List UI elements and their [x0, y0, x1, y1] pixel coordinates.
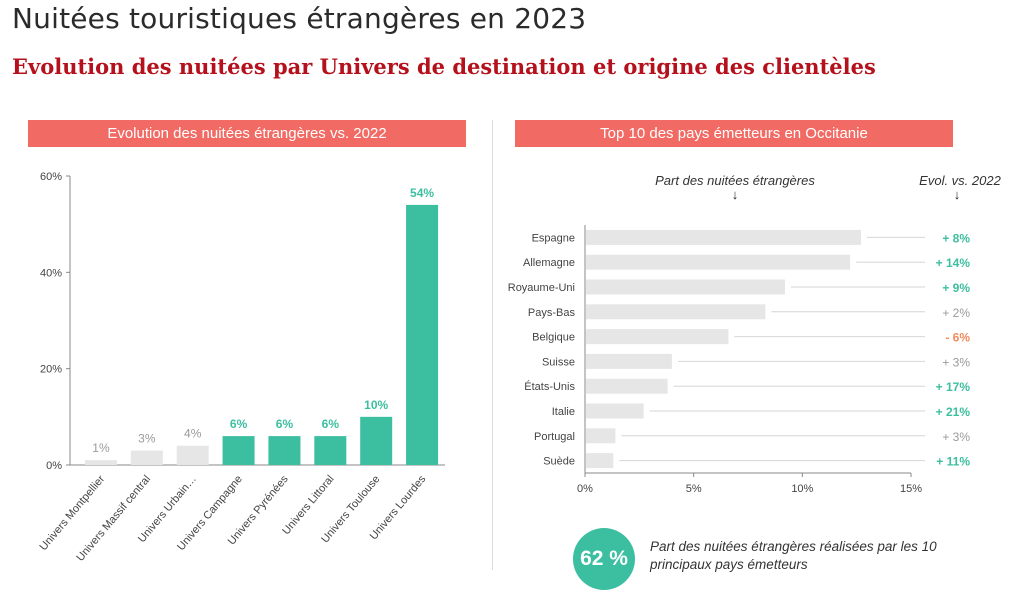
evolution-label: + 17% [936, 380, 971, 394]
bar [586, 329, 729, 345]
bar [84, 460, 117, 465]
y-tick-label: 60% [40, 171, 62, 183]
bar [586, 279, 785, 295]
bar [314, 436, 347, 465]
evolution-label: - 6% [945, 331, 970, 345]
share-column-header: Part des nuitées étrangères [655, 173, 815, 188]
evolution-label: + 21% [936, 405, 971, 419]
bar [586, 378, 668, 394]
y-tick-label: Royaume-Uni [508, 282, 575, 294]
data-label: 1% [92, 441, 110, 455]
evolution-label: + 3% [942, 430, 970, 444]
evolution-label: + 14% [936, 256, 971, 270]
data-label: 3% [138, 432, 156, 446]
evolution-label: + 3% [942, 355, 970, 369]
evolution-label: + 8% [942, 231, 970, 245]
bar [130, 450, 163, 465]
bar [586, 453, 614, 469]
y-tick-label: Italie [552, 406, 575, 418]
panel-divider [492, 120, 493, 570]
x-tick-label: 0% [577, 483, 593, 495]
y-tick-label: Pays-Bas [528, 307, 576, 319]
y-tick-label: 20% [40, 364, 62, 376]
bar [586, 304, 766, 320]
bar [586, 403, 644, 419]
y-tick-label: Allemagne [523, 257, 575, 269]
x-tick-label: 15% [900, 483, 922, 495]
page-subtitle: Evolution des nuitées par Univers de des… [12, 54, 876, 79]
evolution-label: + 11% [936, 455, 970, 469]
bar [586, 428, 616, 444]
bar [586, 353, 672, 369]
univers-evolution-chart: 0%20%40%60%1%Univers Montpellier3%Univer… [38, 171, 445, 564]
y-tick-label: Espagne [532, 232, 575, 244]
data-label: 6% [230, 417, 248, 431]
bar [268, 436, 301, 465]
down-arrow-icon: ↓ [732, 187, 739, 202]
data-label: 54% [410, 186, 434, 200]
y-tick-label: Suède [543, 456, 575, 468]
y-tick-label: 0% [46, 460, 62, 472]
evolution-label: + 2% [942, 306, 970, 320]
down-arrow-icon: ↓ [954, 187, 961, 202]
evolution-label: + 9% [942, 281, 970, 295]
bar [586, 254, 851, 270]
kpi-caption: Part des nuitées étrangères réalisées pa… [650, 539, 937, 572]
page-title: Nuitées touristiques étrangères en 2023 [12, 2, 587, 35]
left-chart-banner: Evolution des nuitées étrangères vs. 202… [28, 120, 466, 147]
x-tick-label: 5% [686, 483, 702, 495]
kpi-badge: 62 % [573, 528, 635, 590]
bar [360, 416, 393, 465]
bar [176, 445, 209, 465]
y-tick-label: Portugal [534, 431, 575, 443]
data-label: 4% [184, 427, 202, 441]
right-chart-banner: Top 10 des pays émetteurs en Occitanie [515, 120, 953, 147]
data-label: 6% [276, 417, 294, 431]
evolution-column-header: Evol. vs. 2022 [919, 173, 1001, 188]
y-tick-label: Suisse [542, 356, 575, 368]
bar [406, 204, 439, 465]
x-tick-label: 10% [791, 483, 813, 495]
bar [586, 229, 862, 245]
y-tick-label: Belgique [532, 332, 575, 344]
y-tick-label: 40% [40, 267, 62, 279]
data-label: 10% [364, 398, 388, 412]
y-tick-label: États-Unis [524, 380, 575, 393]
data-label: 6% [322, 417, 340, 431]
bar [222, 436, 255, 465]
